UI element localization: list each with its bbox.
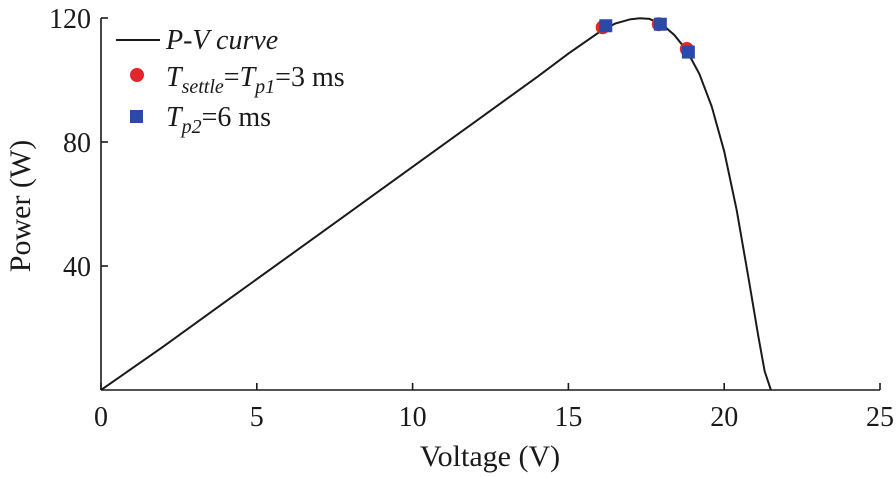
legend: P-V curve Tsettle=Tp1=3 ms Tp2=6 ms <box>116 25 345 138</box>
y-axis-ticks: 40 80 120 <box>49 4 108 283</box>
square-marker-point <box>599 19 613 33</box>
x-axis-ticks: 0 5 10 15 20 25 <box>94 383 894 433</box>
legend-circle-t1: T <box>166 62 184 93</box>
legend-circle-tail: =3 ms <box>275 62 344 93</box>
x-tick-label: 5 <box>250 402 264 433</box>
y-tick-label: 120 <box>49 4 91 35</box>
x-tick-label: 10 <box>399 402 427 433</box>
legend-circle-t2: T <box>240 62 258 93</box>
legend-square-sub1: p2 <box>180 116 202 138</box>
square-marker-point <box>653 17 667 31</box>
pv-curve-line <box>100 17 772 391</box>
x-tick-label: 25 <box>866 402 894 433</box>
legend-circle-sub1: settle <box>182 76 224 98</box>
y-axis-title: Power (W) <box>4 140 37 272</box>
legend-square-swatch <box>130 110 143 123</box>
legend-circle-eq: = <box>224 62 240 93</box>
square-marker-point <box>681 45 695 59</box>
legend-square-t1: T <box>166 102 184 133</box>
x-tick-label: 20 <box>710 402 738 433</box>
legend-label-square-series: Tp2=6 ms <box>166 102 271 138</box>
legend-pv-main: P-V curve <box>165 25 278 56</box>
square-marker-series <box>599 17 695 59</box>
y-tick-label: 40 <box>63 252 91 283</box>
legend-label-pv-curve: P-V curve <box>165 25 278 56</box>
x-axis-title: Voltage (V) <box>420 440 560 473</box>
legend-label-circle-series: Tsettle=Tp1=3 ms <box>166 62 345 98</box>
legend-circle-swatch <box>130 68 144 82</box>
legend-square-tail: =6 ms <box>202 102 271 133</box>
legend-circle-sub2: p1 <box>253 76 275 98</box>
x-tick-label: 15 <box>554 402 582 433</box>
y-tick-label: 80 <box>63 128 91 159</box>
x-tick-label: 0 <box>94 402 108 433</box>
